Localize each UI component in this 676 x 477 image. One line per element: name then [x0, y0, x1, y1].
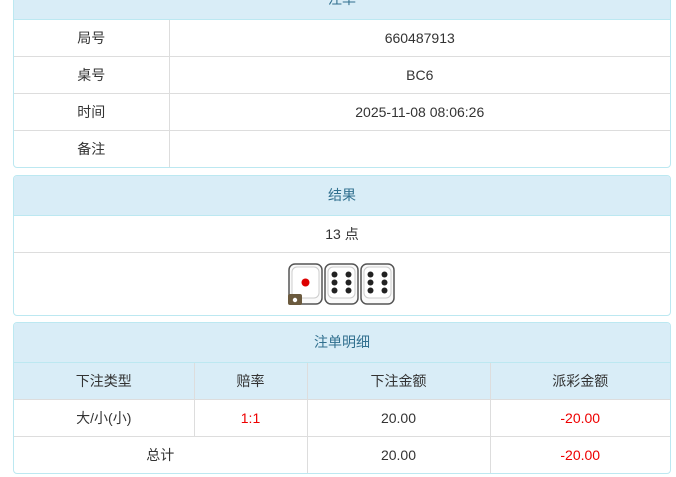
pip	[381, 271, 388, 278]
panel-title: 注单明细	[14, 323, 670, 363]
column-header: 下注金额	[306, 363, 491, 400]
column-header: 赔率	[193, 363, 308, 400]
info-dot	[292, 297, 298, 303]
pip	[345, 287, 352, 294]
die	[288, 263, 323, 305]
result-table: 13 点	[14, 216, 670, 315]
pip	[381, 287, 388, 294]
die	[360, 263, 395, 305]
label: 时间	[14, 93, 170, 131]
pip	[331, 271, 338, 278]
pip	[331, 287, 338, 294]
dice	[288, 263, 395, 305]
pip	[367, 271, 374, 278]
result-panel: 结果 13 点	[13, 175, 671, 316]
die	[324, 263, 359, 305]
pip	[301, 278, 310, 287]
pip	[381, 279, 388, 286]
details-table: 下注类型 赔率 下注金额 派彩金额 大/小(小) 1:1 20.00 -20.00 总计 20…	[14, 363, 670, 473]
value: 660487913	[168, 20, 670, 57]
amount: 20.00	[306, 399, 491, 437]
odds: 1:1	[193, 399, 308, 437]
total-label: 总计	[14, 436, 308, 473]
value	[168, 130, 670, 167]
panel-title: 注单	[14, 0, 670, 20]
column-header: 下注类型	[14, 363, 195, 400]
total-payout: -20.00	[489, 436, 670, 473]
pip	[367, 279, 374, 286]
dice-cell	[14, 252, 670, 315]
pip	[345, 279, 352, 286]
bet-type: 大/小(小)	[14, 399, 195, 437]
payout: -20.00	[489, 399, 670, 437]
details-panel: 注单明细 下注类型 赔率 下注金额 派彩金额 大/小(小) 1:1 20.00 -20.00…	[13, 322, 671, 474]
label: 桌号	[14, 56, 170, 94]
pip	[367, 287, 374, 294]
label: 局号	[14, 20, 170, 57]
value: 2025-11-08 08:06:26	[168, 93, 670, 131]
summary: 13 点	[14, 216, 670, 253]
pip	[331, 279, 338, 286]
column-header: 派彩金额	[489, 363, 670, 400]
label: 备注	[14, 130, 170, 167]
panel-title: 结果	[14, 176, 670, 216]
value: BC6	[168, 56, 670, 94]
pip	[345, 271, 352, 278]
total-amount: 20.00	[306, 436, 491, 473]
bet-table: 局号 660487913 桌号 BC6 时间 2025-11-08 08:06:26 …	[14, 20, 670, 167]
